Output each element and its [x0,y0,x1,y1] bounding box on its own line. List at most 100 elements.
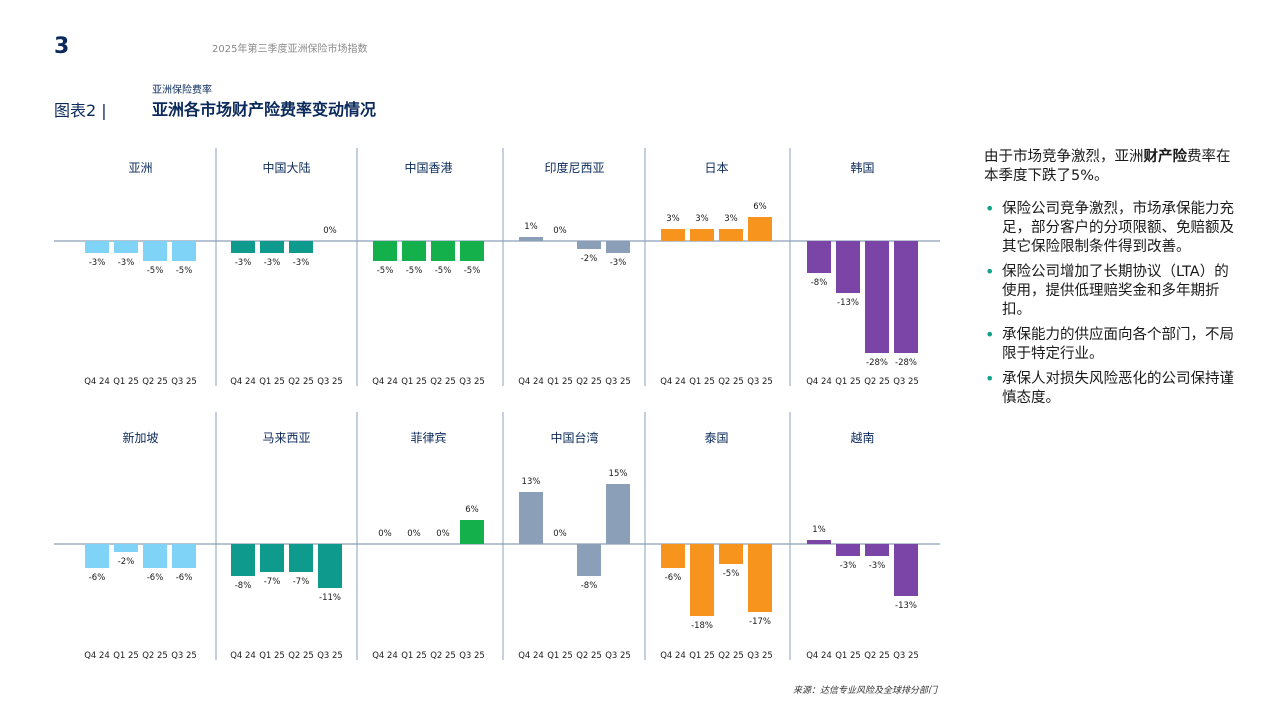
x-tick-label: Q1 25 [113,651,139,661]
bar [260,241,284,253]
panel-title: 中国香港 [404,160,452,175]
bullet-text: 承保人对损失风险恶化的公司保持谨慎态度。 [1002,371,1234,406]
commentary-lead: 由于市场竞争激烈，亚洲财产险费率在本季度下跌了5%。 [984,148,1234,186]
figure-title: 亚洲各市场财产险费率变动情况 [152,100,377,119]
x-tick-label: Q1 25 [835,651,861,661]
x-tick-label: Q4 24 [84,377,110,387]
x-tick-label: Q1 25 [113,377,139,387]
rate-change-chart: 亚洲 -3% Q4 24 -3% Q1 25 -5% Q2 25 -5% Q3 25 中国大陆 -3… [54,148,940,661]
bar [85,241,109,253]
x-tick-label: Q2 25 [864,651,890,661]
x-tick-label: Q4 24 [806,651,832,661]
bar-value-label: -5% [147,266,164,276]
bar-value-label: -3% [118,258,135,268]
x-tick-label: Q4 24 [518,651,544,661]
bar [661,544,685,568]
figure-label: 图表2 | [54,101,107,120]
bar [460,241,484,261]
bar [289,544,313,572]
x-tick-label: Q1 25 [689,377,715,387]
commentary-bullets: • 保险公司竞争激烈，市场承保能力充足，部分客户的分项限额、免赔额及其它保险限制条… [984,199,1234,408]
bar-value-label: 0% [436,529,450,539]
bullet-dot-icon: • [985,262,995,281]
x-tick-label: Q1 25 [835,377,861,387]
bar [606,241,630,253]
bar [460,520,484,544]
bar [894,241,918,353]
bar [402,241,426,261]
bar-value-label: 15% [609,469,628,479]
bar [719,229,743,241]
x-tick-label: Q4 24 [518,377,544,387]
x-tick-label: Q3 25 [893,651,919,661]
bar-value-label: 0% [407,529,421,539]
x-tick-label: Q1 25 [547,377,573,387]
bar-value-label: -3% [89,258,106,268]
bar [807,241,831,273]
bar-value-label: -8% [235,581,252,591]
bar [373,241,397,261]
x-tick-label: Q1 25 [689,651,715,661]
bar [894,544,918,596]
x-tick-label: Q2 25 [718,651,744,661]
bar-value-label: -3% [869,561,886,571]
bar-value-label: 0% [378,529,392,539]
bar-value-label: -8% [581,581,598,591]
bar-value-label: -5% [435,266,452,276]
bar-value-label: -3% [610,258,627,268]
x-tick-label: Q1 25 [401,377,427,387]
bar [519,492,543,544]
bar-value-label: -6% [665,573,682,583]
x-tick-label: Q1 25 [259,377,285,387]
bullet-item: • 承保人对损失风险恶化的公司保持谨慎态度。 [984,369,1234,408]
bar [836,241,860,293]
x-tick-label: Q1 25 [547,651,573,661]
bar-value-label: -5% [723,569,740,579]
bar [114,544,138,552]
lead-suffix: 费率在本季度下跌了5%。 [984,149,1231,184]
x-tick-label: Q3 25 [171,377,197,387]
x-tick-label: Q3 25 [317,651,343,661]
bullet-text: 承保能力的供应面向各个部门，不局限于特定行业。 [1002,327,1234,362]
report-name: 2025年第三季度亚洲保险市场指数 [212,44,368,55]
bar [85,544,109,568]
panel-title: 菲律宾 [410,430,446,445]
panel-title: 日本 [704,161,728,175]
bullet-item: • 保险公司增加了长期协议（LTA）的使用，提供低理赔奖金和多年期折扣。 [984,262,1234,320]
bar [577,544,601,576]
x-tick-label: Q4 24 [660,651,686,661]
panel-title: 新加坡 [122,430,158,445]
bar [865,544,889,556]
x-tick-label: Q2 25 [288,377,314,387]
bar-value-label: -28% [895,358,917,368]
bar [519,237,543,241]
bullet-item: • 保险公司竞争激烈，市场承保能力充足，部分客户的分项限额、免赔额及其它保险限制条… [984,199,1234,257]
source-note: 来源：达信专业风险及全球排分部门 [793,686,938,696]
panel-title: 越南 [850,430,874,445]
x-tick-label: Q1 25 [259,651,285,661]
bar [807,540,831,544]
bar [865,241,889,353]
x-tick-label: Q3 25 [459,651,485,661]
panel-title: 印度尼西亚 [544,160,604,175]
x-tick-label: Q4 24 [230,651,256,661]
bar-value-label: 13% [522,477,541,487]
bar [289,241,313,253]
bar [719,544,743,564]
bar-value-label: 6% [753,202,767,212]
bar-value-label: -5% [464,266,481,276]
bar-value-label: -28% [866,358,888,368]
bar-value-label: -6% [89,573,106,583]
x-tick-label: Q3 25 [747,377,773,387]
bar [172,241,196,261]
x-tick-label: Q2 25 [430,377,456,387]
bar-value-label: 0% [323,226,337,236]
x-tick-label: Q4 24 [372,651,398,661]
commentary-panel: 由于市场竞争激烈，亚洲财产险费率在本季度下跌了5%。 • 保险公司竞争激烈，市场承… [984,148,1234,414]
bar [260,544,284,572]
bar-value-label: 3% [666,214,680,224]
bar-value-label: -7% [293,577,310,587]
x-tick-label: Q4 24 [230,377,256,387]
bar-value-label: -13% [837,298,859,308]
bar [143,241,167,261]
